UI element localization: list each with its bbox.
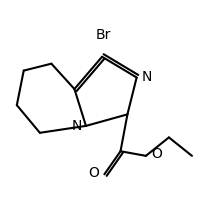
Text: Br: Br — [95, 28, 111, 42]
Text: N: N — [142, 71, 152, 84]
Text: N: N — [72, 119, 82, 133]
Text: O: O — [151, 147, 162, 161]
Text: O: O — [89, 166, 99, 180]
